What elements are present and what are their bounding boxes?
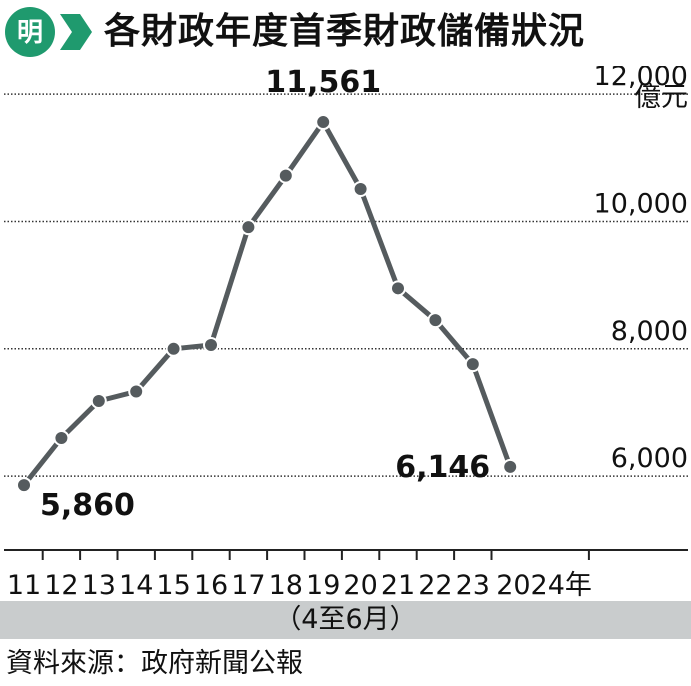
logo-circle <box>5 7 55 57</box>
reserve-line-chart: 6,000 8,000 10,000 12,000 億元 11 12 13 14 15 16 17… <box>4 66 688 601</box>
x-tick-label: 14 <box>119 570 153 601</box>
x-tick-label: 18 <box>269 570 303 601</box>
data-point <box>128 383 145 400</box>
data-point <box>16 477 32 494</box>
series-line <box>22 119 513 487</box>
data-point <box>315 114 332 131</box>
x-tick-label: 11 <box>7 570 41 601</box>
chart-header: 明 各財政年度首季財政儲備狀況 <box>0 0 691 66</box>
period-note: （4至6月） <box>274 604 417 635</box>
data-label: 5,860 <box>40 488 135 523</box>
data-point <box>240 219 257 236</box>
x-tick-label: 20 <box>343 570 377 601</box>
y-tick-label: 12,000 <box>594 66 688 92</box>
data-labels: 5,860 11,561 6,146 <box>40 66 490 523</box>
chart-title: 各財政年度首季財政儲備狀況 <box>104 11 586 52</box>
data-point <box>165 340 182 357</box>
title-arrow-icon <box>60 14 92 50</box>
data-point <box>277 167 294 184</box>
x-axis-ticks: 11 12 13 14 15 16 17 18 19 20 21 22 23 2024年 <box>7 550 592 601</box>
y-tick-label: 8,000 <box>611 316 688 347</box>
data-point <box>464 356 481 373</box>
x-tick-label: 2024年 <box>496 570 592 601</box>
data-point <box>390 280 406 297</box>
data-point <box>352 180 369 197</box>
data-label: 11,561 <box>265 66 381 100</box>
x-tick-label: 22 <box>418 570 452 601</box>
x-tick-label: 17 <box>231 570 265 601</box>
y-tick-label: 6,000 <box>611 443 688 474</box>
data-point <box>427 312 444 329</box>
gridlines <box>4 93 688 477</box>
y-axis-ticks: 6,000 8,000 10,000 12,000 <box>594 66 688 474</box>
period-band: （4至6月） <box>0 601 691 639</box>
x-tick-label: 16 <box>194 570 228 601</box>
source-note: 資料來源：政府新聞公報 <box>6 648 303 679</box>
x-tick-label: 15 <box>156 570 190 601</box>
x-tick-label: 23 <box>456 570 490 601</box>
data-point <box>53 429 70 446</box>
x-tick-label: 13 <box>82 570 116 601</box>
y-axis-unit-label: 億元 <box>634 82 688 113</box>
data-label: 6,146 <box>395 450 490 485</box>
x-tick-label: 21 <box>381 570 415 601</box>
y-tick-label: 10,000 <box>594 188 688 219</box>
data-points <box>16 114 519 494</box>
logo-text: 明 <box>17 18 43 48</box>
x-tick-label: 19 <box>306 570 340 601</box>
x-tick-label: 12 <box>44 570 78 601</box>
ming-pao-logo-icon: 明 <box>5 7 55 57</box>
data-point <box>90 393 107 410</box>
data-point <box>203 336 219 353</box>
data-point <box>502 458 519 475</box>
